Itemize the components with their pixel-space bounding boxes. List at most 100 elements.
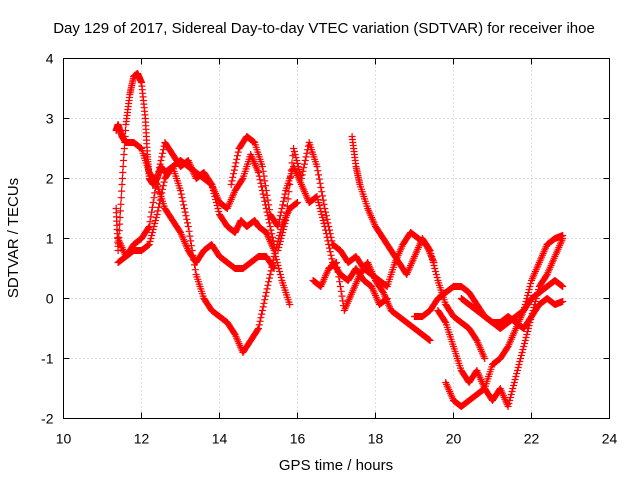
data-point [229,173,237,181]
data-point [262,182,270,190]
data-point [276,238,284,245]
data-point [266,271,274,278]
data-point [293,157,301,164]
data-point [156,160,164,168]
data-point [426,247,434,254]
x-tick-label: 12 [134,431,150,447]
data-point [286,301,294,308]
data-point [180,201,188,209]
data-point [517,355,525,362]
data-point [277,208,285,216]
data-point [159,149,167,157]
data-point [519,346,527,353]
data-point [233,155,241,163]
data-point [301,157,309,164]
data-point [279,226,287,233]
data-point [285,188,293,196]
data-point [522,334,530,341]
data-point [513,370,521,377]
data-point [155,203,163,211]
data-point [328,255,336,263]
data-point [148,203,156,211]
data-point [276,241,284,248]
data-point [184,223,192,230]
data-point [336,278,344,286]
data-point [116,220,124,228]
data-point [335,273,343,281]
data-point [118,181,126,188]
data-point [319,196,327,204]
data-point [266,223,274,230]
data-point [263,285,271,293]
data-point [188,247,196,254]
satellite-track-g [309,259,434,344]
data-point [526,283,534,290]
data-point [513,367,521,374]
data-point [430,262,438,269]
data-point [154,171,162,179]
data-point [559,298,567,305]
data-point [255,321,263,329]
data-point [276,271,284,278]
data-point [153,175,161,182]
data-point [258,307,266,314]
data-point [333,263,341,271]
data-point [281,220,289,227]
data-point [159,182,167,190]
data-point [336,283,344,290]
data-point [178,194,186,202]
data-point [215,208,223,215]
data-point [325,223,333,230]
data-point [259,190,267,198]
data-point [314,167,322,175]
data-point [559,283,567,290]
data-point [258,163,266,170]
data-point [379,287,387,295]
satellite-track-b [112,121,278,272]
x-tick-label: 24 [602,431,618,447]
data-point [187,242,195,250]
data-point [509,385,517,392]
data-point [230,166,238,174]
data-point [152,217,160,224]
data-point [425,245,433,253]
data-point [159,185,167,193]
data-point [160,178,168,186]
data-point [159,146,167,154]
x-tick-label: 14 [212,431,228,447]
satellite-track-l [457,295,567,332]
data-point [181,208,189,216]
data-point [150,194,158,202]
data-point [231,163,239,170]
data-point [153,211,161,218]
data-point [299,167,307,175]
data-point [515,361,523,368]
data-point [116,214,124,221]
data-point [118,187,126,195]
data-point [472,335,480,343]
satellite-track-e [227,133,391,308]
data-point [279,229,287,236]
data-point [320,200,328,208]
data-point [524,289,532,296]
data-point [269,233,277,241]
data-point [186,232,194,240]
data-point [510,382,518,389]
grid [63,58,610,419]
data-point [283,209,291,217]
data-point [115,227,123,235]
data-point [287,166,295,174]
data-point [521,337,529,344]
data-point [273,259,281,266]
x-tick-label: 22 [524,431,540,447]
y-tick-label: 4 [46,51,54,67]
data-point [176,227,184,235]
data-point [290,145,298,152]
data-point [262,205,270,212]
data-point [256,317,264,325]
data-point [275,244,283,251]
data-point [145,223,153,230]
data-point [267,267,275,275]
data-point [120,157,128,164]
